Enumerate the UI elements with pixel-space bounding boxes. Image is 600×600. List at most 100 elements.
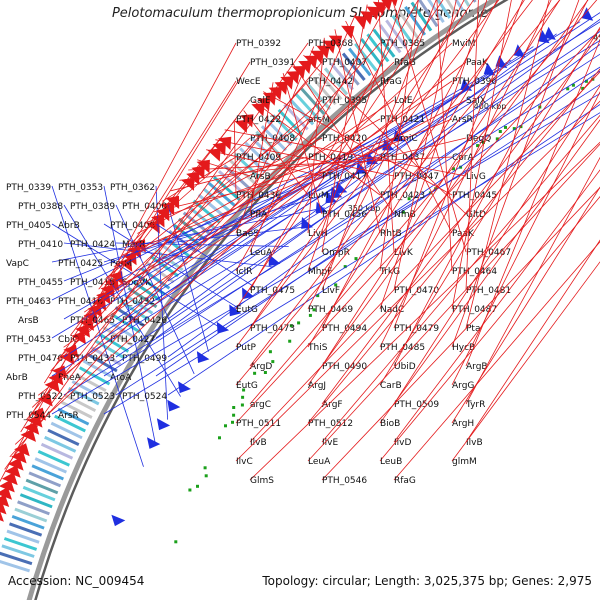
forward-gene-arrow: [0, 510, 4, 522]
gc-mark: [174, 540, 178, 544]
forward-label-leader: [235, 0, 500, 348]
gc-mark: [343, 265, 347, 269]
forward-label-leader: [378, 0, 395, 253]
forward-label-leader: [153, 137, 467, 213]
forward-gene-arrow: [48, 372, 64, 386]
reverse-gene-label: PTH_0389: [70, 202, 115, 212]
forward-gene-label: PTH_0422: [236, 115, 281, 125]
gc-mark: [401, 210, 405, 214]
forward-gene-label: TrkG: [379, 267, 400, 277]
forward-label-leader: [0, 42, 237, 483]
cog-feature-bar: [25, 478, 59, 495]
cog-feature-bar: [306, 82, 332, 111]
forward-label-leader: [451, 91, 600, 386]
cog-feature-bar: [312, 77, 337, 106]
forward-gene-label: DegQ: [466, 134, 491, 144]
forward-label-leader: [307, 0, 404, 272]
cog-feature-bar: [197, 193, 226, 218]
forward-gene-label: PTH_0487: [452, 305, 497, 315]
gc-mark: [271, 360, 275, 364]
reverse-gene-label: PTH_0455: [18, 278, 63, 288]
forward-gene-label: AmiC: [394, 134, 418, 144]
forward-label-leader: [392, 0, 467, 253]
forward-label-leader: [188, 156, 453, 171]
forward-label-leader: [465, 39, 600, 367]
gc-mark: [218, 436, 221, 440]
forward-label-leader: [465, 156, 600, 405]
cog-feature-bar: [385, 19, 408, 49]
cog-feature-bar: [54, 414, 86, 433]
gc-mark: [581, 86, 585, 90]
forward-label-leader: [465, 239, 600, 443]
forward-gene-arrow: [353, 16, 368, 30]
forward-gene-label: PTH_0456: [322, 210, 367, 220]
forward-gene-arrow: [186, 171, 200, 185]
gc-mark: [289, 324, 293, 328]
reverse-gene-arrow: [167, 399, 181, 412]
forward-label-leader: [37, 61, 467, 396]
forward-gene-label: CarB: [380, 381, 402, 391]
reverse-gene-arrow: [196, 351, 210, 363]
forward-label-leader: [249, 0, 419, 291]
gc-mark: [240, 403, 244, 407]
forward-gene-arrow: [14, 443, 30, 457]
reverse-gene-label: PTH_0544: [6, 411, 51, 421]
reverse-gene-arrow: [147, 437, 161, 449]
cog-feature-bar: [8, 522, 43, 537]
forward-label-leader: [161, 156, 237, 202]
forward-gene-label: PTH_0481: [466, 286, 511, 296]
forward-gene-label: PTH_0368: [308, 39, 353, 49]
forward-gene-label: PTH_0391: [250, 58, 295, 68]
cog-feature-bar: [266, 119, 293, 147]
gc-mark: [224, 424, 227, 428]
forward-gene-label: ArgG: [452, 381, 474, 391]
gc-mark: [504, 125, 507, 129]
forward-gene-label: PTH_0546: [322, 476, 367, 486]
cog-feature-bar: [22, 485, 56, 502]
forward-label-leader: [235, 0, 444, 310]
forward-label-leader: [224, 129, 467, 177]
forward-label-leader: [235, 46, 315, 234]
reverse-label-leader: [63, 66, 600, 396]
reverse-gene-label: PTH_0405: [6, 221, 51, 231]
forward-gene-label: PTH_0494: [322, 324, 367, 334]
forward-gene-label: ArgH: [452, 419, 474, 429]
forward-label-leader: [249, 12, 357, 253]
forward-gene-label: MhpF: [308, 267, 332, 277]
reverse-label-leader: [51, 207, 325, 263]
reverse-gene-arrow: [544, 26, 556, 40]
forward-gene-label: RfaG: [380, 77, 402, 87]
forward-gene-label: NfnB: [394, 210, 416, 220]
cog-feature-bar: [410, 1, 433, 32]
forward-label-leader: [243, 110, 309, 196]
forward-gene-label: PTH_0447: [394, 172, 439, 182]
reverse-gene-label: PTH_0416: [58, 297, 103, 307]
forward-label-leader: [307, 0, 465, 310]
forward-gene-arrow: [310, 50, 324, 64]
reverse-gene-arrow: [483, 62, 496, 76]
forward-gene-arrow: [366, 6, 380, 21]
forward-gene-label: ArgF: [322, 400, 343, 410]
cog-feature-bar: [212, 175, 241, 201]
forward-gene-label: LeuA: [308, 457, 331, 467]
reverse-gene-arrow: [242, 287, 254, 300]
cog-feature-bar: [40, 442, 74, 460]
forward-gene-label: PTH_0409: [236, 153, 281, 163]
forward-gene-arrow: [262, 92, 277, 106]
cog-feature-bar: [3, 537, 38, 551]
reverse-label-leader: [51, 21, 581, 339]
forward-label-leader: [91, 99, 467, 302]
gc-mark: [498, 130, 502, 133]
backbone-layer: [26, 0, 509, 600]
forward-gene-label: IlvB: [250, 438, 267, 448]
forward-gene-label: PTH_0511: [236, 419, 281, 429]
forward-label-leader: [170, 156, 309, 192]
forward-gene-label: PTH_0420: [322, 134, 367, 144]
gc-mark: [308, 313, 312, 317]
cog-feature-bar: [0, 560, 31, 573]
gc-mark: [316, 294, 320, 298]
forward-gene-label: PTH_0464: [452, 267, 497, 277]
reverse-gene-arrow: [382, 138, 395, 151]
